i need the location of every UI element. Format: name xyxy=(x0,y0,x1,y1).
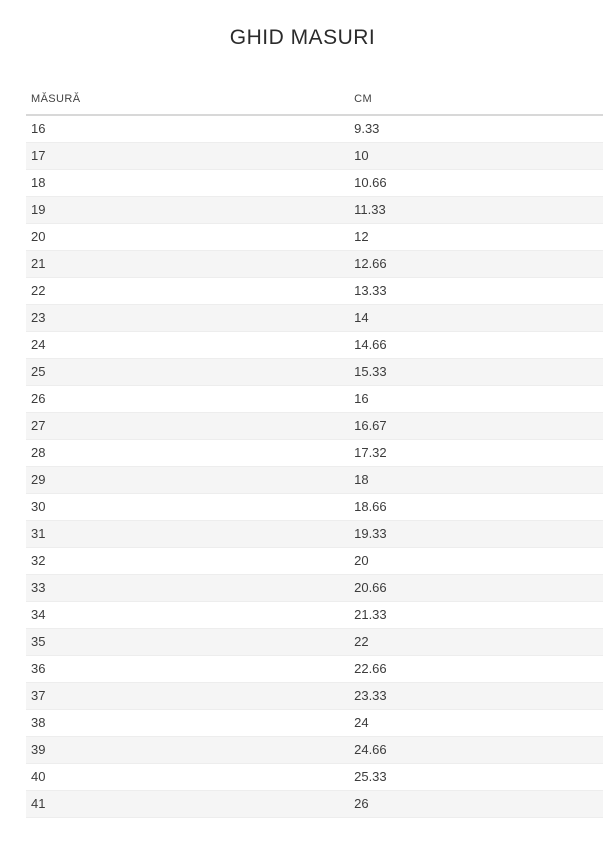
size-cell: 21 xyxy=(26,250,350,278)
cm-cell: 14.66 xyxy=(349,331,603,359)
table-row: 34 21.33 xyxy=(26,601,603,629)
table-row: 32 20 xyxy=(26,547,603,575)
table-row: 30 18.66 xyxy=(26,493,603,521)
table-row: 38 24 xyxy=(26,709,603,737)
size-guide-header: MĂSURĂ CM xyxy=(26,93,603,116)
table-row: 40 25.33 xyxy=(26,763,603,791)
table-row: 25 15.33 xyxy=(26,358,603,386)
table-row: 27 16.67 xyxy=(26,412,603,440)
table-row: 19 11.33 xyxy=(26,196,603,224)
cm-cell: 14 xyxy=(349,304,603,332)
size-cell: 33 xyxy=(26,574,350,602)
size-cell: 34 xyxy=(26,601,350,629)
size-cell: 39 xyxy=(26,736,350,764)
size-cell: 31 xyxy=(26,520,350,548)
size-cell: 16 xyxy=(26,115,350,143)
size-cell: 37 xyxy=(26,682,350,710)
size-guide-table: MĂSURĂ CM 16 9.33 17 10 18 10.66 19 11.3… xyxy=(26,93,603,818)
cm-cell: 20.66 xyxy=(349,574,603,602)
size-cell: 19 xyxy=(26,196,350,224)
cm-cell: 12 xyxy=(349,223,603,251)
cm-cell: 24 xyxy=(349,709,603,737)
size-guide-body: 16 9.33 17 10 18 10.66 19 11.33 20 12 21… xyxy=(26,115,603,818)
table-row: 16 9.33 xyxy=(26,115,603,143)
size-cell: 18 xyxy=(26,169,350,197)
cm-cell: 22 xyxy=(349,628,603,656)
cm-cell: 12.66 xyxy=(349,250,603,278)
table-row: 35 22 xyxy=(26,628,603,656)
cm-cell: 17.32 xyxy=(349,439,603,467)
table-row: 37 23.33 xyxy=(26,682,603,710)
cm-cell: 25.33 xyxy=(349,763,603,791)
size-cell: 25 xyxy=(26,358,350,386)
cm-cell: 13.33 xyxy=(349,277,603,305)
table-row: 21 12.66 xyxy=(26,250,603,278)
column-header-cm: CM xyxy=(349,93,603,116)
cm-cell: 23.33 xyxy=(349,682,603,710)
cm-cell: 16.67 xyxy=(349,412,603,440)
cm-cell: 26 xyxy=(349,790,603,818)
cm-cell: 20 xyxy=(349,547,603,575)
size-cell: 38 xyxy=(26,709,350,737)
size-cell: 17 xyxy=(26,142,350,170)
cm-cell: 24.66 xyxy=(349,736,603,764)
size-cell: 22 xyxy=(26,277,350,305)
table-row: 33 20.66 xyxy=(26,574,603,602)
cm-cell: 18.66 xyxy=(349,493,603,521)
table-row: 20 12 xyxy=(26,223,603,251)
table-row: 36 22.66 xyxy=(26,655,603,683)
size-cell: 26 xyxy=(26,385,350,413)
table-row: 17 10 xyxy=(26,142,603,170)
cm-cell: 10.66 xyxy=(349,169,603,197)
size-cell: 24 xyxy=(26,331,350,359)
cm-cell: 10 xyxy=(349,142,603,170)
size-cell: 40 xyxy=(26,763,350,791)
size-cell: 41 xyxy=(26,790,350,818)
cm-cell: 22.66 xyxy=(349,655,603,683)
table-row: 31 19.33 xyxy=(26,520,603,548)
size-cell: 27 xyxy=(26,412,350,440)
table-row: 26 16 xyxy=(26,385,603,413)
cm-cell: 11.33 xyxy=(349,196,603,224)
size-cell: 36 xyxy=(26,655,350,683)
cm-cell: 15.33 xyxy=(349,358,603,386)
size-cell: 32 xyxy=(26,547,350,575)
size-cell: 30 xyxy=(26,493,350,521)
size-cell: 35 xyxy=(26,628,350,656)
size-cell: 20 xyxy=(26,223,350,251)
cm-cell: 21.33 xyxy=(349,601,603,629)
size-cell: 23 xyxy=(26,304,350,332)
table-row: 28 17.32 xyxy=(26,439,603,467)
table-row: 23 14 xyxy=(26,304,603,332)
table-row: 41 26 xyxy=(26,790,603,818)
size-cell: 28 xyxy=(26,439,350,467)
table-row: 24 14.66 xyxy=(26,331,603,359)
table-row: 18 10.66 xyxy=(26,169,603,197)
column-header-size: MĂSURĂ xyxy=(26,93,350,116)
page-title: GHID MASURI xyxy=(229,26,376,49)
size-cell: 29 xyxy=(26,466,350,494)
table-row: 22 13.33 xyxy=(26,277,603,305)
cm-cell: 16 xyxy=(349,385,603,413)
cm-cell: 9.33 xyxy=(349,115,603,143)
cm-cell: 18 xyxy=(349,466,603,494)
table-row: 39 24.66 xyxy=(26,736,603,764)
table-row: 29 18 xyxy=(26,466,603,494)
cm-cell: 19.33 xyxy=(349,520,603,548)
